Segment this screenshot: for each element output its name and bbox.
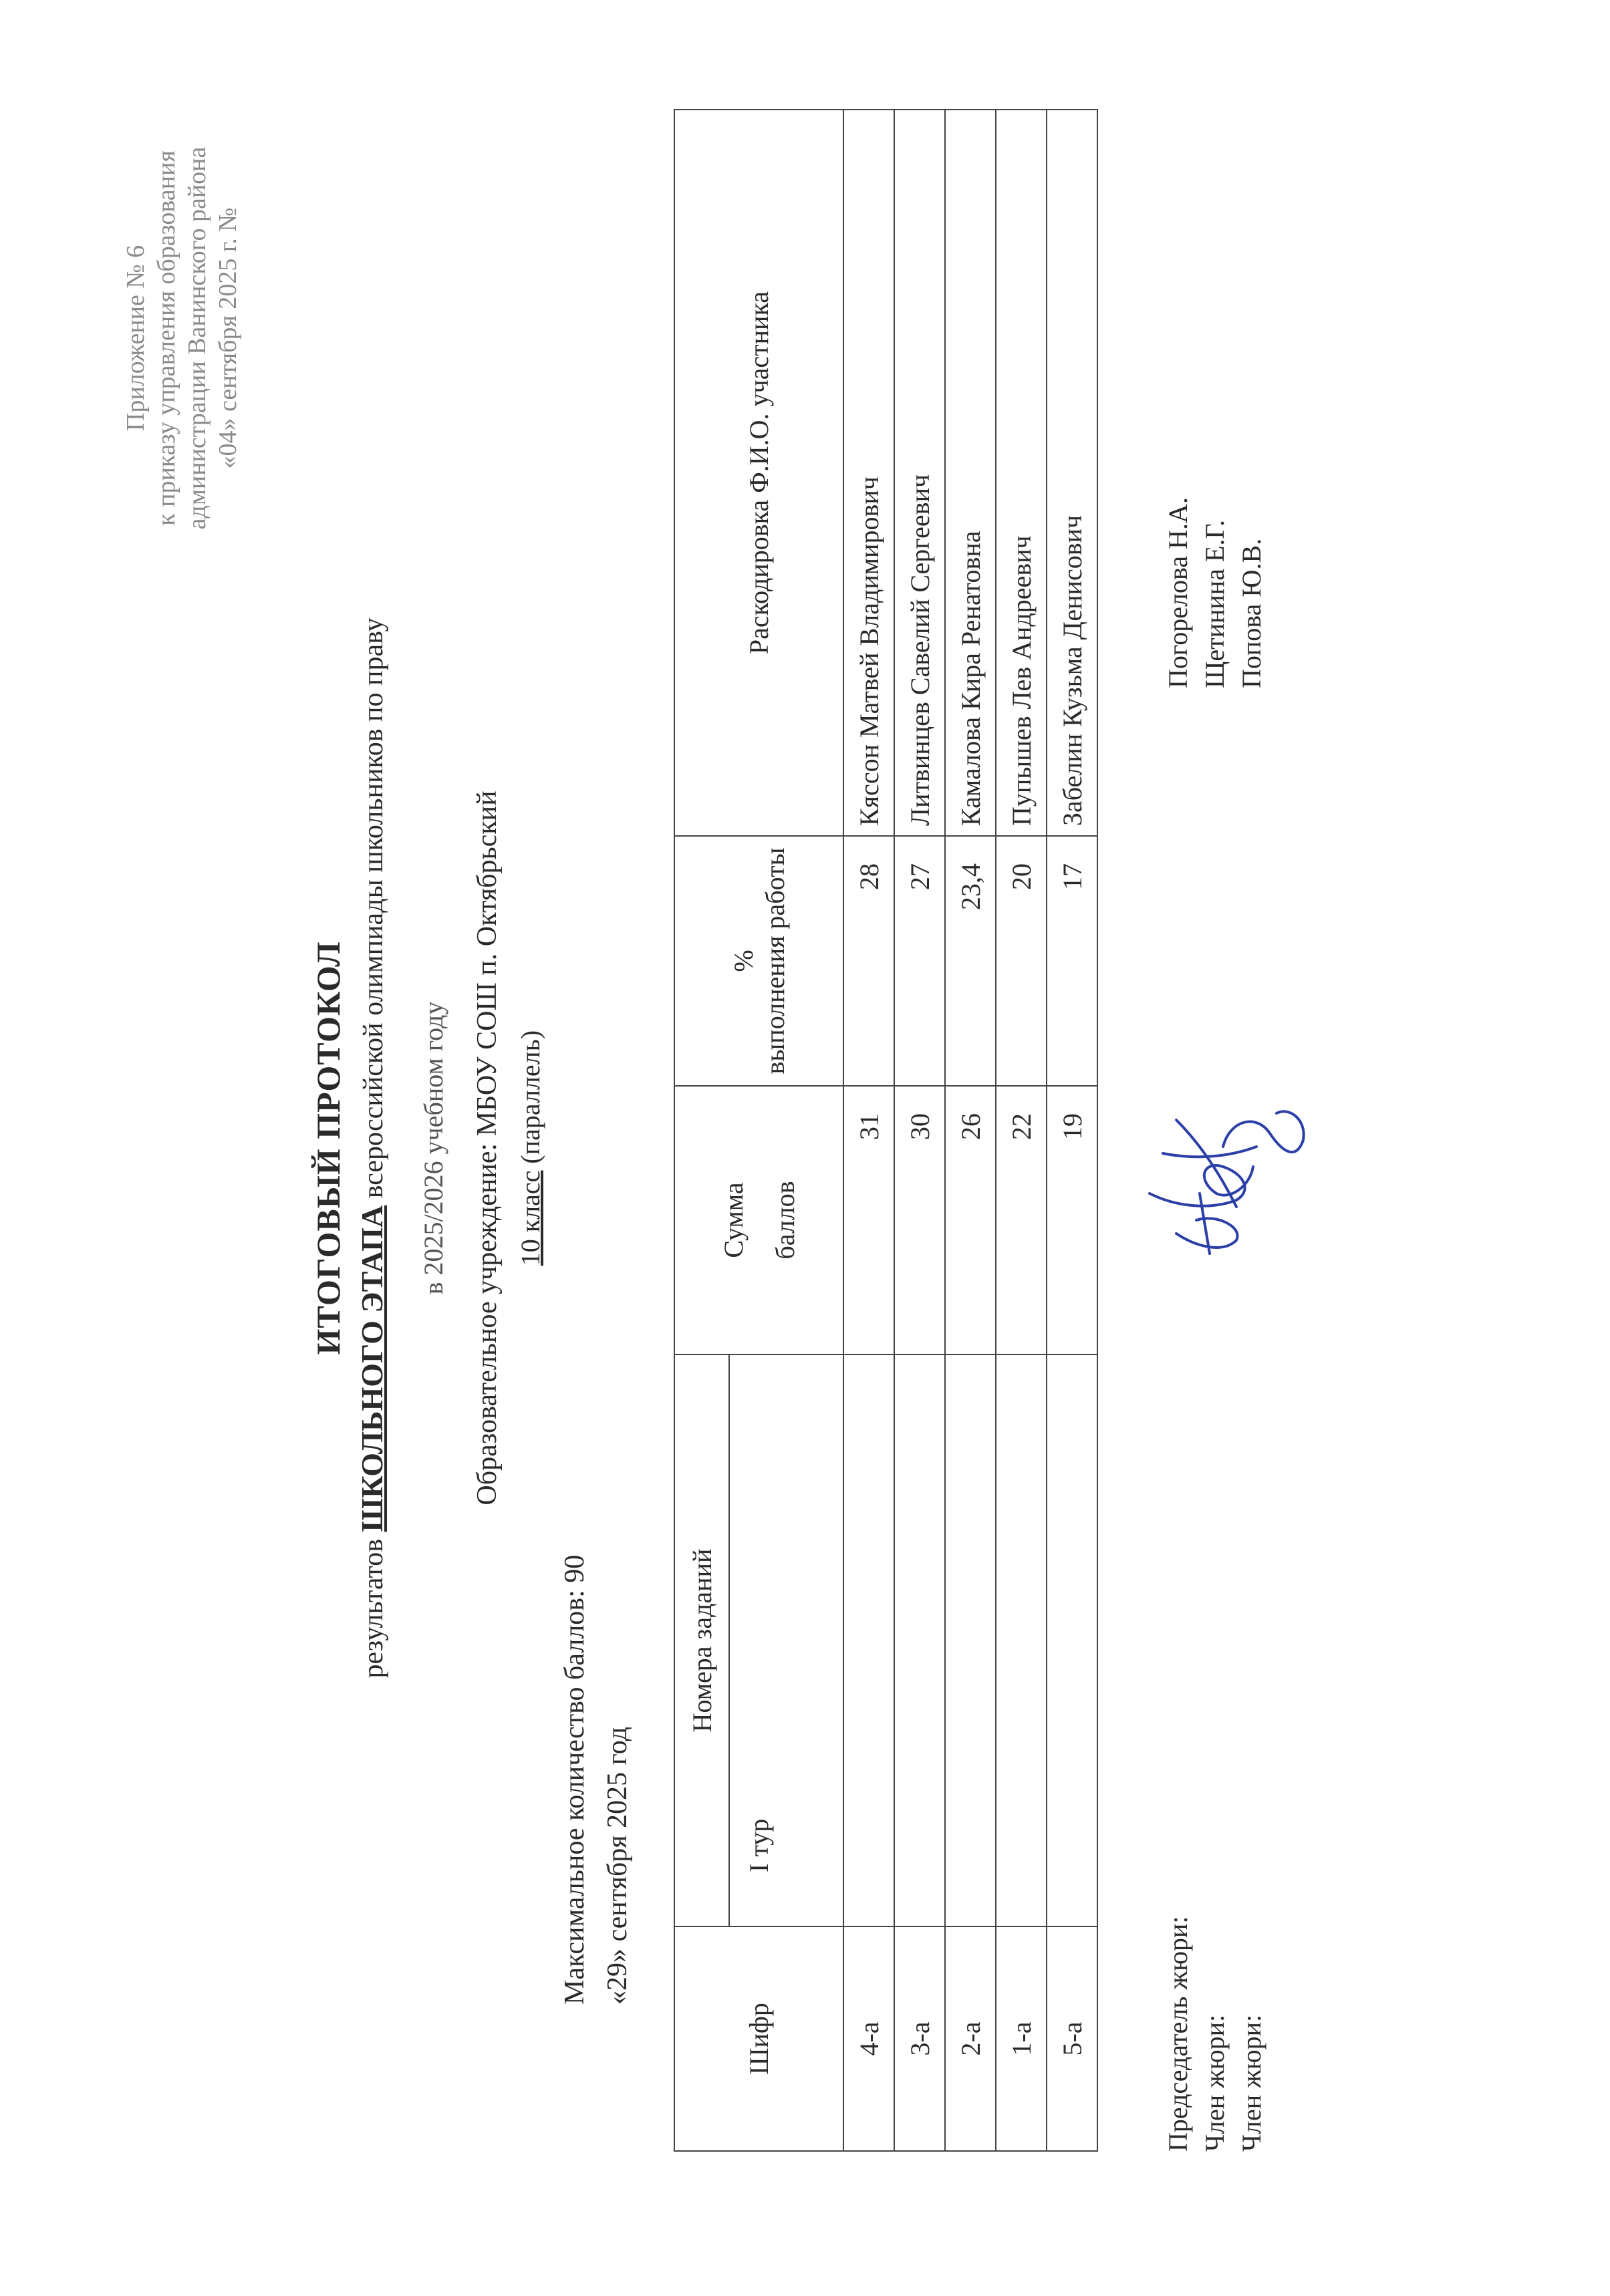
max-score: Максимальное количество баллов: 90: [559, 1554, 590, 2005]
document-subtitle: результатов ШКОЛЬНОГО ЭТАПА всероссийско…: [354, 0, 390, 2296]
cell-name: Камалова Кира Ренатовна: [945, 110, 996, 836]
class-info: 10 класс (параллель): [515, 0, 546, 2296]
cell-sum: 22: [996, 1086, 1047, 1354]
subtitle-suffix: всероссийской олимпиады школьников по пр…: [358, 617, 389, 1199]
cell-round: [894, 1354, 945, 1926]
cell-sum: 19: [1047, 1086, 1097, 1354]
cell-code: 4-а: [843, 1926, 894, 2151]
header-round: I тур: [729, 1354, 843, 1926]
handwritten-signature: [1148, 1110, 1305, 1255]
table-row: 3-а 30 27 Литвинцев Савелий Сергеевич: [894, 110, 945, 2151]
appendix-line: «04» сентября 2025 г. №: [214, 207, 242, 469]
header-sum-line: Сумма: [718, 1182, 749, 1258]
cell-sum: 26: [945, 1086, 996, 1354]
jury-names: Погорелова Н.А. Щетинина Е.Г. Попова Ю.В…: [1160, 497, 1270, 688]
header-sum-line: баллов: [769, 1181, 800, 1260]
jury-member-name: Попова Ю.В.: [1236, 538, 1266, 688]
cell-name: Пупышев Лев Андреевич: [996, 110, 1047, 836]
cell-round: [945, 1354, 996, 1926]
cell-code: 5-а: [1047, 1926, 1097, 2151]
class-grade: 10 класс: [515, 1170, 545, 1266]
subtitle-stage: ШКОЛЬНОГО ЭТАПА: [355, 1205, 389, 1532]
institution: Образовательное учреждение: МБОУ СОШ п. …: [472, 791, 503, 1505]
jury-chair-name: Погорелова Н.А.: [1163, 497, 1193, 688]
cell-round: [843, 1354, 894, 1926]
cell-round: [1047, 1354, 1097, 1926]
jury-member-label: Член жюри:: [1200, 2014, 1230, 2152]
cell-percent: 23,4: [945, 836, 996, 1086]
cell-code: 1-а: [996, 1926, 1047, 2151]
header-name: Раскодировка Ф.И.О. участника: [674, 110, 843, 836]
jury-member-label: Член жюри:: [1236, 2014, 1266, 2152]
cell-percent: 28: [843, 836, 894, 1086]
cell-code: 2-а: [945, 1926, 996, 2151]
cell-percent: 20: [996, 836, 1047, 1086]
header-percent: % выполнения работы: [674, 836, 843, 1086]
document-title: ИТОГОВЫЙ ПРОТОКОЛ: [309, 941, 347, 1355]
appendix-line: администрации Ванинского района: [183, 146, 211, 530]
appendix-line: Приложение № 6: [122, 245, 150, 432]
table-header-row: Шифр Номера заданий Сумма баллов % выпол…: [674, 110, 843, 2151]
cell-percent: 27: [894, 836, 945, 1086]
table-row: 5-а 19 17 Забелин Кузьма Денисович: [1047, 110, 1097, 2151]
subtitle-prefix: результатов: [358, 1538, 389, 1679]
class-parallel: (параллель): [515, 1030, 545, 1164]
cell-percent: 17: [1047, 836, 1097, 1086]
jury-member-name: Щетинина Е.Г.: [1200, 519, 1230, 688]
cell-name: Забелин Кузьма Денисович: [1047, 110, 1097, 836]
protocol-date: «29» сентября 2025 год: [602, 1727, 633, 2005]
header-percent-line: %: [728, 950, 759, 972]
jury-chair-label: Председатель жюри:: [1163, 1916, 1193, 2152]
table-row: 2-а 26 23,4 Камалова Кира Ренатовна: [945, 110, 996, 2151]
cell-round: [996, 1354, 1047, 1926]
results-table: Шифр Номера заданий Сумма баллов % выпол…: [674, 109, 1098, 2152]
appendix-line: к приказу управления образования: [152, 150, 180, 526]
header-tasks: Номера заданий: [674, 1354, 729, 1926]
header-percent-line: выполнения работы: [759, 847, 790, 1074]
cell-name: Кяссон Матвей Владимирович: [843, 110, 894, 836]
jury-roles: Председатель жюри: Член жюри: Член жюри:: [1160, 1916, 1270, 2152]
header-code: Шифр: [674, 1926, 843, 2151]
header-sum: Сумма баллов: [674, 1086, 843, 1354]
academic-year: в 2025/2026 учебном году: [418, 1001, 448, 1295]
cell-sum: 30: [894, 1086, 945, 1354]
cell-code: 3-а: [894, 1926, 945, 2151]
appendix-note: Приложение № 6 к приказу управления обра…: [120, 118, 243, 559]
cell-sum: 31: [843, 1086, 894, 1354]
table-row: 1-а 22 20 Пупышев Лев Андреевич: [996, 110, 1047, 2151]
table-row: 4-а 31 28 Кяссон Матвей Владимирович: [843, 110, 894, 2151]
cell-name: Литвинцев Савелий Сергеевич: [894, 110, 945, 836]
